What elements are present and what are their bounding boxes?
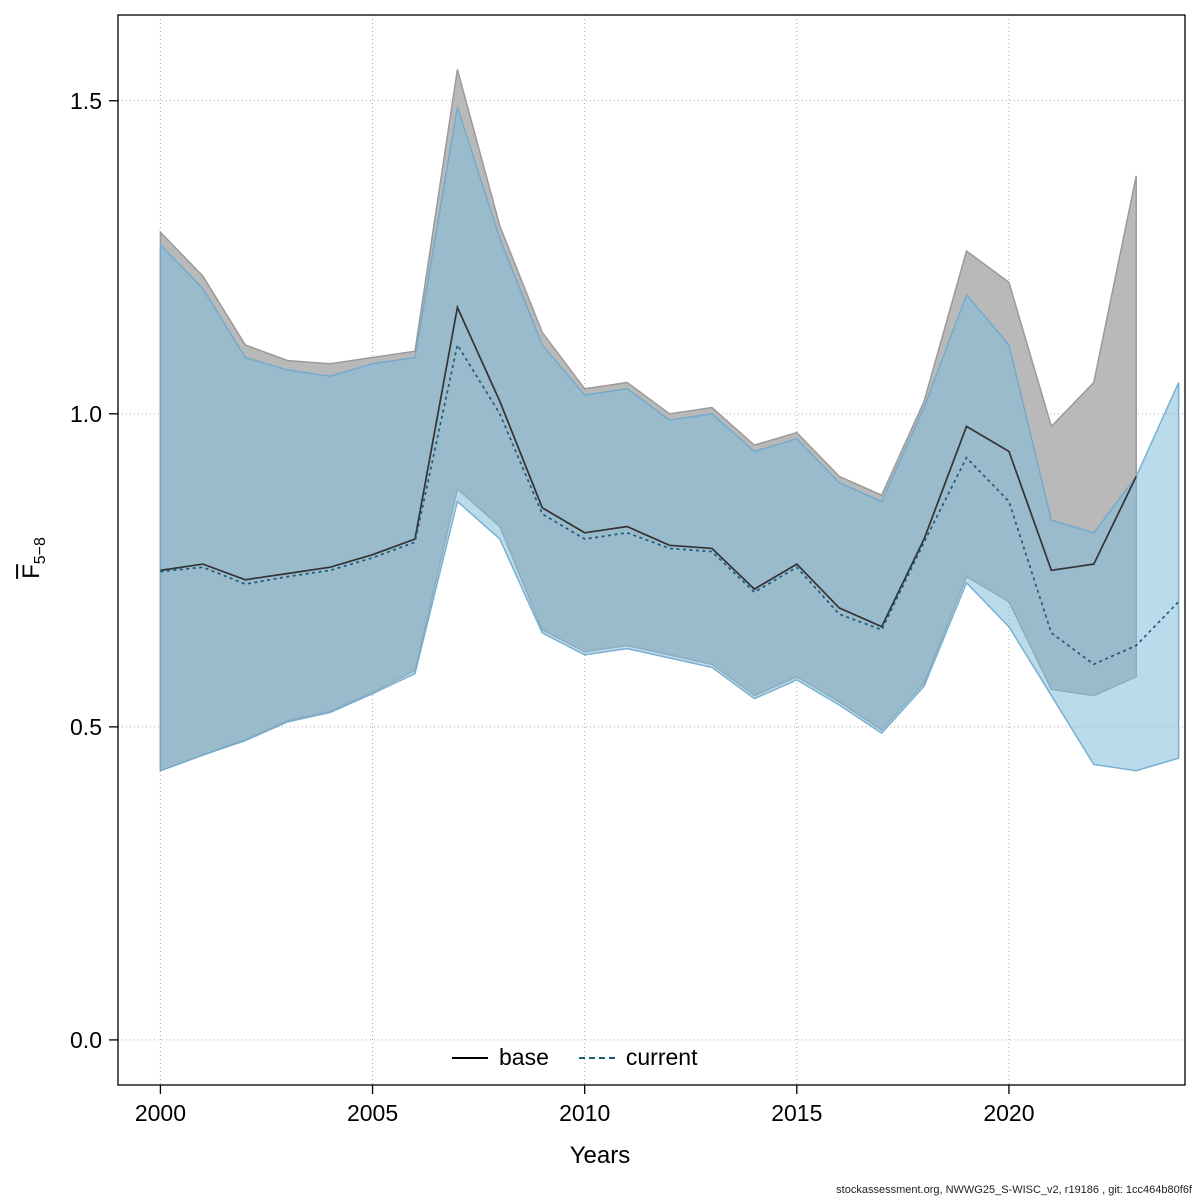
legend: base current bbox=[452, 1044, 697, 1071]
y-axis-label-main: F bbox=[18, 564, 46, 579]
footer-attribution: stockassessment.org, NWWG25_S-WISC_v2, r… bbox=[836, 1184, 1192, 1196]
svg-text:2000: 2000 bbox=[135, 1100, 186, 1126]
legend-item-current: current bbox=[578, 1044, 698, 1071]
svg-text:2005: 2005 bbox=[347, 1100, 398, 1126]
legend-label-current: current bbox=[625, 1044, 698, 1070]
x-axis-label: Years bbox=[569, 1142, 631, 1169]
svg-text:2020: 2020 bbox=[983, 1100, 1034, 1126]
svg-text:1.5: 1.5 bbox=[70, 88, 102, 114]
svg-text:2015: 2015 bbox=[771, 1100, 822, 1126]
svg-text:0.0: 0.0 bbox=[70, 1027, 102, 1053]
legend-item-base: base bbox=[452, 1044, 549, 1071]
legend-label-base: base bbox=[499, 1044, 549, 1070]
base-line-sample-icon bbox=[452, 1056, 488, 1059]
y-axis-label: F5−8 bbox=[18, 537, 50, 579]
current-line-sample-icon bbox=[578, 1056, 615, 1059]
svg-text:1.0: 1.0 bbox=[70, 401, 102, 427]
svg-text:2010: 2010 bbox=[559, 1100, 610, 1126]
svg-text:0.5: 0.5 bbox=[70, 714, 102, 740]
y-axis-label-sub: 5−8 bbox=[31, 537, 49, 565]
